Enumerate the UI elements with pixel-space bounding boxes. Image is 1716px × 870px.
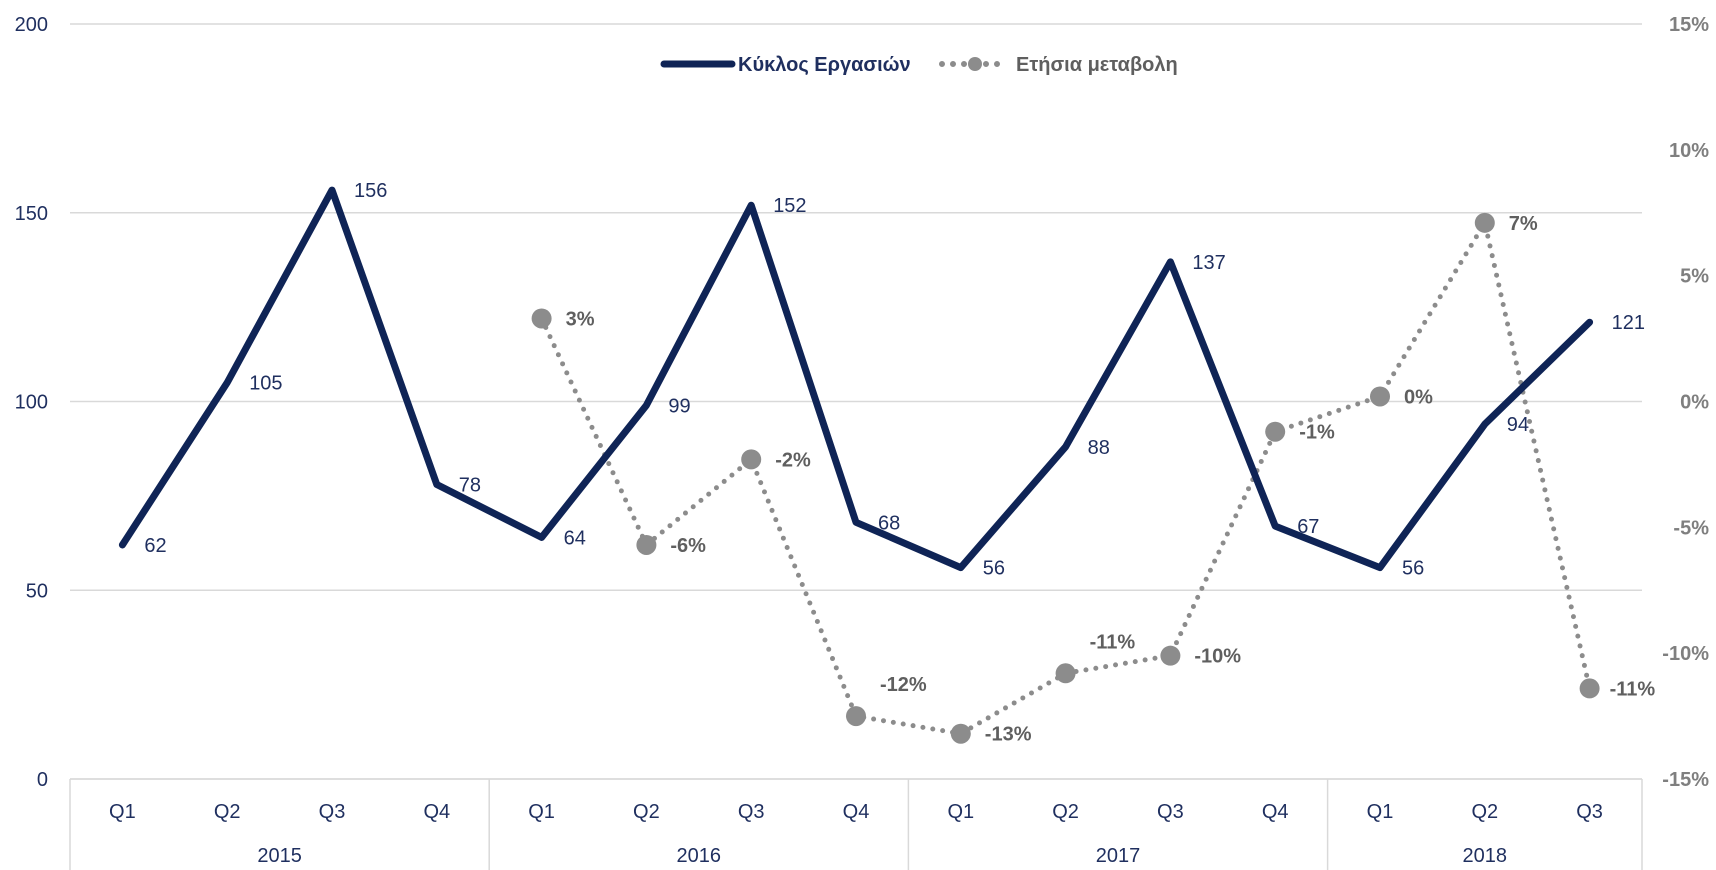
right-tick-label: 10% xyxy=(1669,140,1709,162)
quarter-label: Q1 xyxy=(528,801,555,823)
revenue-data-label: 78 xyxy=(459,475,481,497)
revenue-data-label: 62 xyxy=(144,535,166,557)
annual-change-data-label: -11% xyxy=(1090,631,1136,653)
revenue-data-label: 121 xyxy=(1612,312,1645,334)
revenue-data-label: 152 xyxy=(773,195,806,217)
right-tick-label: 5% xyxy=(1680,266,1709,288)
quarter-label: Q2 xyxy=(214,801,241,823)
quarter-label: Q4 xyxy=(423,801,450,823)
annual-change-data-label: -2% xyxy=(775,449,811,471)
annual-change-marker xyxy=(1265,421,1286,442)
annual-change-marker xyxy=(1579,678,1600,699)
annual-change-marker xyxy=(1160,645,1181,666)
year-label: 2015 xyxy=(257,845,302,867)
category-axis: Q1 Q2 Q3 Q4 Q1 Q2 Q3 Q4 Q1 Q2 Q3 Q4 Q1 Q2 Q3 2015 2016 20… xyxy=(69,778,1643,870)
year-label: 2017 xyxy=(1096,845,1141,867)
right-tick-label: -15% xyxy=(1662,769,1709,791)
left-tick-label: 0 xyxy=(37,769,48,791)
revenue-line xyxy=(118,186,1594,572)
right-tick-label: 15% xyxy=(1669,14,1709,36)
revenue-data-label: 56 xyxy=(983,558,1005,580)
annual-change-marker xyxy=(1474,212,1495,233)
annual-change-marker xyxy=(950,723,971,744)
legend-label-change: Ετήσια μεταβολη xyxy=(1016,54,1178,76)
quarter-label: Q3 xyxy=(319,801,346,823)
annual-change-marker xyxy=(741,449,762,470)
left-tick-label: 200 xyxy=(15,14,48,36)
annual-change-marker xyxy=(531,308,552,329)
year-label: 2016 xyxy=(677,845,722,867)
annual-change-data-label: -11% xyxy=(1610,678,1656,700)
quarter-label: Q2 xyxy=(1052,801,1079,823)
annual-change-marker xyxy=(1370,386,1390,407)
revenue-data-label: 137 xyxy=(1192,252,1225,274)
left-axis: 0 50 100 150 200 xyxy=(15,14,48,791)
annual-change-data-label: -1% xyxy=(1299,422,1335,444)
annual-change-data-label: -6% xyxy=(670,535,706,557)
legend-label-revenue: Κύκλος Εργασιών xyxy=(738,54,911,76)
annual-change-data-label: -10% xyxy=(1194,646,1241,668)
right-axis: -15% -10% -5% 0% 5% 10% 15% xyxy=(1662,14,1709,791)
quarter-label: Q1 xyxy=(109,801,136,823)
quarter-label: Q4 xyxy=(843,801,870,823)
revenue-data-label: 64 xyxy=(564,527,586,549)
quarter-label: Q4 xyxy=(1262,801,1289,823)
revenue-data-label: 67 xyxy=(1297,516,1319,538)
annual-change-data-label: 0% xyxy=(1404,386,1433,408)
quarter-label: Q1 xyxy=(1367,801,1394,823)
left-tick-label: 50 xyxy=(26,580,48,602)
annual-change-data-label: -13% xyxy=(985,724,1032,746)
legend-marker-change xyxy=(968,57,982,71)
annual-change-marker xyxy=(1055,663,1076,684)
left-tick-label: 150 xyxy=(15,203,48,225)
revenue-series xyxy=(118,186,1594,572)
left-tick-label: 100 xyxy=(15,392,48,414)
revenue-data-label: 105 xyxy=(249,373,282,395)
quarter-label: Q1 xyxy=(947,801,974,823)
annual-change-data-label: -12% xyxy=(880,674,927,696)
year-label: 2018 xyxy=(1463,845,1508,867)
revenue-data-label: 94 xyxy=(1507,414,1529,436)
legend: Κύκλος Εργασιών Ετήσια μεταβολη xyxy=(660,54,1178,76)
quarter-label: Q3 xyxy=(1576,801,1603,823)
quarter-label: Q3 xyxy=(1157,801,1184,823)
revenue-data-label: 68 xyxy=(878,512,900,534)
annual-change-marker xyxy=(636,534,657,555)
annual-change-marker xyxy=(846,706,866,727)
revenue-data-label: 56 xyxy=(1402,558,1424,580)
data-labels: 62 105 156 78 64 99 152 68 56 88 137 67 56 94 121 3% -6%… xyxy=(144,180,1655,746)
revenue-data-label: 99 xyxy=(668,395,690,417)
annual-change-data-label: 7% xyxy=(1509,213,1538,235)
annual-change-data-label: 3% xyxy=(566,308,595,330)
revenue-data-label: 156 xyxy=(354,180,387,202)
right-tick-label: -10% xyxy=(1662,643,1709,665)
revenue-data-label: 88 xyxy=(1088,437,1110,459)
quarter-label: Q2 xyxy=(633,801,660,823)
right-tick-label: -5% xyxy=(1673,517,1709,539)
right-tick-label: 0% xyxy=(1680,392,1709,414)
annual-change-series xyxy=(531,212,1600,744)
quarter-label: Q3 xyxy=(738,801,765,823)
quarter-label: Q2 xyxy=(1471,801,1498,823)
